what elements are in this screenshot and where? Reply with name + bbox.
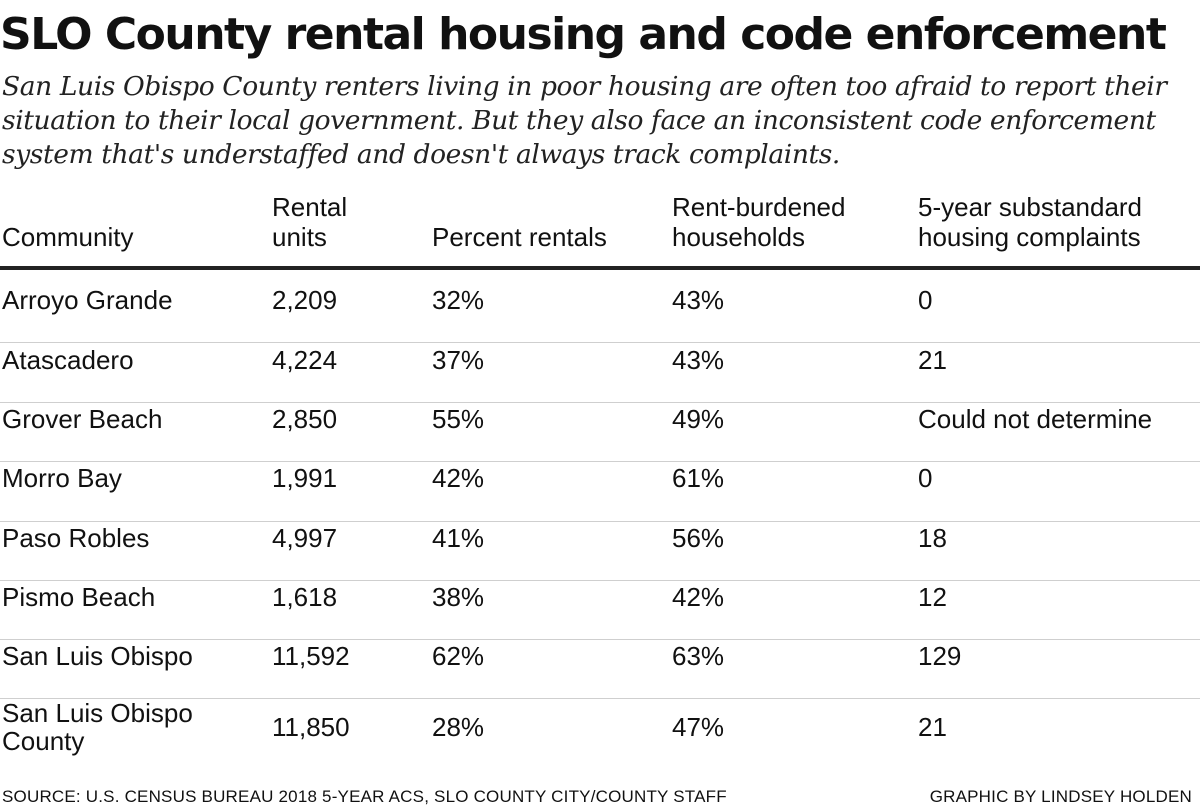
cell-percent-rentals: 41% bbox=[432, 523, 485, 553]
cell-percent-rentals: 37% bbox=[432, 345, 485, 375]
cell-percent-rentals: 28% bbox=[432, 712, 485, 742]
subtitle: San Luis Obispo County renters living in… bbox=[2, 71, 1167, 170]
cell-rental-units: 1,991 bbox=[272, 463, 338, 493]
table-row: Morro Bay 1,991 42% 61% 0 bbox=[0, 462, 1200, 522]
cell-complaints: Could not determine bbox=[918, 404, 1153, 434]
header-complaints-line2: housing complaints bbox=[918, 222, 1141, 252]
cell-community: Pismo Beach bbox=[2, 583, 155, 611]
cell-rent-burdened: 47% bbox=[672, 712, 725, 742]
cell-complaints: 0 bbox=[918, 463, 933, 493]
cell-percent-rentals: 62% bbox=[432, 641, 485, 671]
header-percent-rentals-line1 bbox=[432, 192, 607, 222]
cell-rental-units: 2,209 bbox=[272, 285, 338, 315]
cell-rent-burdened: 61% bbox=[672, 463, 725, 493]
cell-rental-units: 11,592 bbox=[272, 641, 350, 671]
cell-complaints: 21 bbox=[918, 712, 947, 742]
cell-rent-burdened: 43% bbox=[672, 285, 725, 315]
cell-community: Grover Beach bbox=[2, 405, 162, 433]
header-rent-burdened: Rent-burdened households bbox=[672, 192, 845, 252]
header-rent-burdened-line2: households bbox=[672, 222, 805, 252]
header-rule bbox=[0, 266, 1200, 270]
row-divider bbox=[0, 698, 1200, 699]
cell-percent-rentals: 42% bbox=[432, 463, 485, 493]
table-row: Grover Beach 2,850 55% 49% Could not determi… bbox=[0, 403, 1200, 462]
cell-community: Paso Robles bbox=[2, 524, 149, 552]
cell-community-line1: Atascadero bbox=[2, 345, 134, 375]
cell-community-line1: Arroyo Grande bbox=[2, 285, 173, 315]
header-rental-units: Rental units bbox=[272, 192, 347, 252]
table-row: Pismo Beach 1,618 38% 42% 12 bbox=[0, 581, 1200, 640]
cell-percent-rentals: 38% bbox=[432, 582, 485, 612]
cell-rental-units: 11,850 bbox=[272, 712, 350, 742]
row-divider bbox=[0, 461, 1200, 462]
table-row: Paso Robles 4,997 41% 56% 18 bbox=[0, 522, 1200, 581]
header-community: Community bbox=[2, 192, 133, 252]
cell-rent-burdened: 42% bbox=[672, 582, 725, 612]
cell-complaints: 18 bbox=[918, 523, 947, 553]
cell-rental-units: 1,618 bbox=[272, 582, 338, 612]
cell-rent-burdened: 49% bbox=[672, 404, 725, 434]
cell-rent-burdened: 43% bbox=[672, 345, 725, 375]
cell-percent-rentals: 32% bbox=[432, 285, 485, 315]
cell-community-line1: San Luis Obispo bbox=[2, 698, 193, 728]
header-rental-units-line1: Rental bbox=[272, 192, 348, 222]
header-percent-rentals: Percent rentals bbox=[432, 192, 607, 252]
table-row: San Luis Obispo 11,592 62% 63% 129 bbox=[0, 640, 1200, 699]
cell-rental-units: 4,224 bbox=[272, 345, 338, 375]
cell-rent-burdened: 63% bbox=[672, 641, 725, 671]
cell-community-line1: Pismo Beach bbox=[2, 582, 156, 612]
row-divider bbox=[0, 402, 1200, 403]
table-row: Arroyo Grande 2,209 32% 43% 0 bbox=[0, 284, 1200, 343]
header-complaints: 5-year substandard housing complaints bbox=[918, 192, 1142, 252]
row-divider bbox=[0, 639, 1200, 640]
cell-community-line1: Grover Beach bbox=[2, 404, 163, 434]
header-community-line2: Community bbox=[2, 222, 134, 252]
header-percent-rentals-line2: Percent rentals bbox=[432, 222, 607, 252]
cell-complaints: 0 bbox=[918, 285, 933, 315]
cell-community-line1: Paso Robles bbox=[2, 523, 150, 553]
cell-community: San Luis Obispo bbox=[2, 642, 193, 670]
cell-community: San Luis Obispo County bbox=[2, 699, 193, 755]
row-divider bbox=[0, 580, 1200, 581]
cell-community: Atascadero bbox=[2, 346, 134, 374]
header-community-line1 bbox=[2, 192, 133, 222]
row-divider bbox=[0, 342, 1200, 343]
table-row: Atascadero 4,224 37% 43% 21 bbox=[0, 344, 1200, 403]
header-rent-burdened-line1: Rent-burdened bbox=[672, 192, 846, 222]
cell-percent-rentals: 55% bbox=[432, 404, 485, 434]
cell-rental-units: 2,850 bbox=[272, 404, 338, 434]
source-note: SOURCE: U.S. CENSUS BUREAU 2018 5-YEAR A… bbox=[2, 787, 727, 806]
table-row: San Luis Obispo County 11,850 28% 47% 21 bbox=[0, 699, 1200, 777]
header-complaints-line1: 5-year substandard bbox=[918, 192, 1143, 222]
cell-community: Morro Bay bbox=[2, 464, 122, 492]
cell-complaints: 129 bbox=[918, 641, 962, 671]
cell-community-line2: County bbox=[2, 726, 85, 756]
cell-complaints: 21 bbox=[918, 345, 947, 375]
row-divider bbox=[0, 521, 1200, 522]
header-rental-units-line2: units bbox=[272, 222, 327, 252]
cell-community: Arroyo Grande bbox=[2, 286, 173, 314]
cell-community-line1: San Luis Obispo bbox=[2, 641, 193, 671]
cell-rent-burdened: 56% bbox=[672, 523, 725, 553]
cell-rental-units: 4,997 bbox=[272, 523, 338, 553]
page-title: SLO County rental housing and code enfor… bbox=[0, 9, 1167, 60]
cell-complaints: 12 bbox=[918, 582, 947, 612]
cell-community-line1: Morro Bay bbox=[2, 463, 122, 493]
graphic-credit: GRAPHIC BY LINDSEY HOLDEN bbox=[929, 787, 1192, 806]
